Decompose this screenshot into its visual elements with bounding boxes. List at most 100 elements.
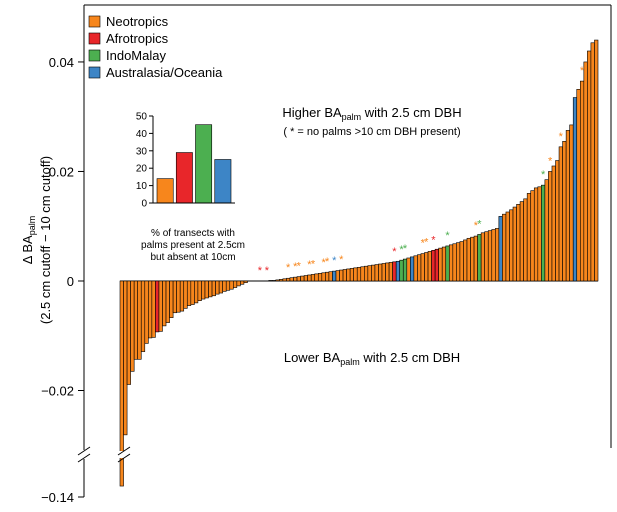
axis-break (77, 446, 91, 456)
bar (275, 279, 280, 282)
asterisk: * (339, 254, 344, 266)
bar (286, 277, 291, 282)
bar (445, 245, 450, 282)
bar (587, 50, 592, 282)
bar (360, 266, 365, 282)
bar (179, 280, 185, 312)
bar (491, 229, 496, 282)
asterisk: * (474, 220, 479, 232)
bar (434, 248, 439, 282)
bar (427, 251, 432, 282)
bar (271, 280, 277, 282)
bar (126, 280, 131, 385)
bar (211, 280, 216, 297)
legend-label: IndoMalay (106, 48, 166, 63)
bar (526, 193, 532, 282)
bar (229, 280, 234, 290)
bar (289, 277, 294, 282)
inset-bar (195, 124, 213, 204)
bar (197, 280, 202, 301)
bar (353, 267, 358, 282)
bar (402, 258, 408, 282)
bar (293, 276, 298, 282)
bar (300, 275, 305, 282)
annotation-upper: Higher BApalm with 2.5 cm DBH (282, 105, 461, 122)
bar (495, 228, 500, 282)
y-tick-label: 0.04 (49, 55, 74, 70)
annotation-main: Lower BA (284, 350, 341, 365)
bar (194, 280, 199, 304)
bar (480, 232, 485, 282)
annotation-lower: Lower BApalm with 2.5 cm DBH (284, 350, 460, 367)
bar (544, 179, 549, 282)
bar (176, 280, 181, 313)
inset-caption: palms present at 2.5cm (141, 240, 245, 251)
asterisk: * (580, 65, 585, 77)
inset-caption: but absent at 10cm (150, 252, 235, 263)
bar (388, 262, 393, 282)
bar (378, 263, 383, 282)
bar (186, 280, 192, 306)
asterisk: * (297, 261, 302, 273)
inset-y-tick-label: 20 (136, 164, 148, 175)
bar (558, 146, 563, 282)
y-label: Δ BApalm (20, 216, 37, 264)
bar (204, 280, 209, 299)
bar (509, 209, 514, 282)
bar (268, 280, 273, 282)
bar (381, 263, 386, 282)
inset-y-tick-label: 30 (136, 146, 148, 157)
bar (325, 271, 330, 282)
bar (162, 280, 167, 327)
axis-break (117, 453, 131, 463)
bar (594, 39, 599, 282)
bar (484, 231, 489, 282)
bar (155, 280, 160, 333)
inset-y-tick-label: 10 (136, 181, 148, 192)
bar (590, 42, 595, 282)
bar (541, 184, 546, 282)
bar (487, 230, 493, 282)
asterisk: * (307, 259, 312, 271)
bar (296, 276, 301, 282)
asterisk: * (559, 131, 564, 143)
inset-y-tick-label: 40 (136, 129, 148, 140)
asterisk: * (293, 261, 298, 273)
bar (225, 280, 231, 291)
inset-bar (156, 178, 174, 204)
inset-caption: % of transects with (151, 228, 235, 239)
bar (208, 280, 213, 298)
inset-y-tick-label: 50 (136, 112, 148, 123)
bar (516, 204, 521, 282)
bar (569, 124, 574, 282)
bar (243, 280, 248, 283)
bar (392, 261, 397, 282)
bar (215, 280, 220, 295)
bar (165, 280, 170, 323)
bar (279, 279, 284, 282)
bar (144, 280, 149, 344)
bar (399, 259, 404, 282)
bar (441, 246, 447, 282)
y-tick-label: −0.02 (41, 384, 74, 399)
bar (335, 270, 340, 282)
bar (466, 237, 471, 282)
bar (374, 264, 379, 282)
bar (137, 280, 142, 360)
y-tick-label: 0.02 (49, 164, 74, 179)
bar (448, 244, 454, 282)
bar (470, 236, 475, 282)
asterisk: * (399, 244, 404, 256)
bar (420, 253, 425, 282)
asterisk: * (477, 218, 482, 230)
bar (583, 61, 588, 282)
bar (410, 256, 415, 282)
asterisk: * (286, 262, 291, 274)
bar (431, 250, 436, 282)
bar (183, 280, 188, 309)
asterisk: * (445, 230, 450, 242)
bar (395, 260, 401, 282)
bar (342, 269, 347, 282)
bar (562, 141, 567, 282)
